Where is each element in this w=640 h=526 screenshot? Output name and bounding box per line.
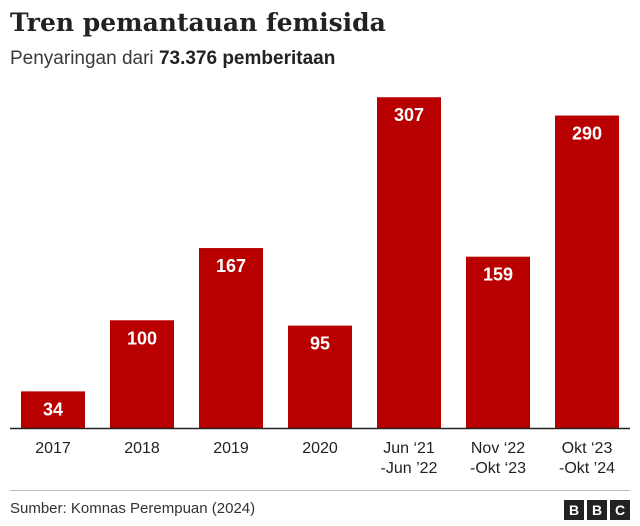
x-tick-label-7-line-2: -Okt ’24 (559, 460, 615, 477)
bar-value-label-6: 159 (483, 265, 513, 285)
subtitle-prefix: Penyaringan dari (10, 48, 159, 69)
bar-value-label-4: 95 (310, 334, 330, 354)
x-tick-label-7-line-1: Okt ‘23 (562, 440, 613, 457)
chart-subtitle: Penyaringan dari 73.376 pemberitaan (10, 48, 335, 70)
bar-value-label-7: 290 (572, 124, 602, 144)
footer-divider (10, 490, 630, 491)
bar-value-label-5: 307 (394, 105, 424, 125)
bar-3 (199, 248, 263, 428)
bar-5 (377, 97, 441, 428)
x-tick-label-1: 2017 (35, 440, 71, 457)
x-tick-label-2: 2018 (124, 440, 160, 457)
x-tick-label-5-line-2: -Jun ’22 (381, 460, 438, 477)
bbc-logo-letter-2: B (587, 500, 607, 520)
bar-value-label-1: 34 (43, 399, 63, 419)
x-tick-label-5-line-1: Jun ‘21 (383, 440, 435, 457)
bar-value-label-3: 167 (216, 256, 246, 276)
x-tick-label-6-line-2: -Okt ‘23 (470, 460, 526, 477)
bbc-logo-letter-3: C (610, 500, 630, 520)
bar-4 (288, 325, 352, 428)
bar-7 (555, 115, 619, 428)
bar-chart: 34 2017 100 2018 167 2019 95 2020 307 Jun ‘21 -Jun… (10, 97, 630, 477)
x-tick-label-6-line-1: Nov ‘22 (471, 440, 525, 457)
bar-6 (466, 256, 530, 428)
bar-value-label-2: 100 (127, 328, 157, 348)
bbc-logo-letter-1: B (564, 500, 584, 520)
x-tick-label-3: 2019 (213, 440, 249, 457)
x-tick-label-4: 2020 (302, 440, 338, 457)
subtitle-count: 73.376 pemberitaan (158, 48, 336, 69)
bar-1 (21, 391, 85, 428)
bbc-logo: B B C (564, 500, 630, 520)
source-note: Sumber: Komnas Perempuan (2024) (10, 500, 256, 517)
bar-2 (110, 320, 174, 428)
chart-title: Tren pemantauan femisida (10, 8, 386, 37)
